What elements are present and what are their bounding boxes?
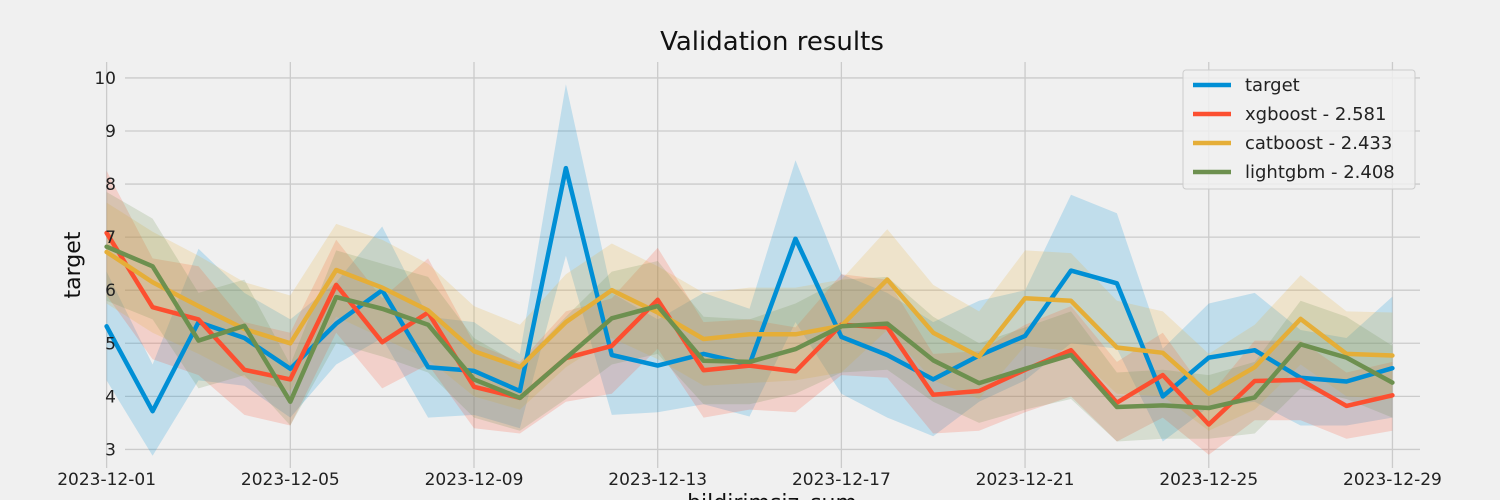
- x-tick-label: 2023-12-01: [57, 470, 156, 490]
- y-tick-label: 10: [94, 69, 116, 89]
- x-tick-label: 2023-12-05: [241, 470, 340, 490]
- grid-lines: [105, 62, 1420, 468]
- y-tick-label: 8: [105, 175, 116, 195]
- band-series-2: [106, 202, 1393, 431]
- y-tick-label: 9: [105, 122, 116, 142]
- legend: target xgboost - 2.581 catboost - 2.433 lig…: [1182, 69, 1416, 190]
- tick-labels: 3 4 5 6 7 8 9 10 2023-12-01 2023-12-05 2023-12-09 2…: [57, 69, 1442, 490]
- x-tick-label: 2023-12-13: [608, 470, 707, 490]
- line-series-2: [104, 249, 1395, 396]
- y-tick-label: 3: [105, 440, 116, 460]
- band-series-1: [106, 170, 1393, 455]
- line-series-3: [104, 244, 1395, 411]
- x-tick-label: 2023-12-25: [1159, 470, 1258, 490]
- legend-label: catboost - 2.433: [1245, 133, 1392, 154]
- legend-box: [1182, 69, 1416, 190]
- x-tick-label: 2023-12-21: [976, 470, 1075, 490]
- series-lines: [104, 165, 1395, 427]
- x-tick-label: 2023-12-17: [792, 470, 891, 490]
- y-tick-label: 6: [105, 281, 116, 301]
- x-tick-label: 2023-12-29: [1343, 470, 1442, 490]
- x-tick-label: 2023-12-09: [425, 470, 524, 490]
- y-axis-label: target: [61, 231, 86, 298]
- chart-title: Validation results: [660, 27, 884, 57]
- x-axis-label: bildirimsiz_sum: [687, 491, 857, 500]
- y-tick-label: 4: [105, 387, 116, 407]
- line-series-1: [104, 230, 1395, 427]
- y-tick-label: 7: [105, 228, 116, 248]
- y-tick-label: 5: [105, 334, 116, 354]
- legend-label: target: [1245, 75, 1300, 96]
- legend-label: lightgbm - 2.408: [1245, 162, 1395, 183]
- band-series-3: [106, 192, 1393, 442]
- legend-label: xgboost - 2.581: [1245, 104, 1386, 125]
